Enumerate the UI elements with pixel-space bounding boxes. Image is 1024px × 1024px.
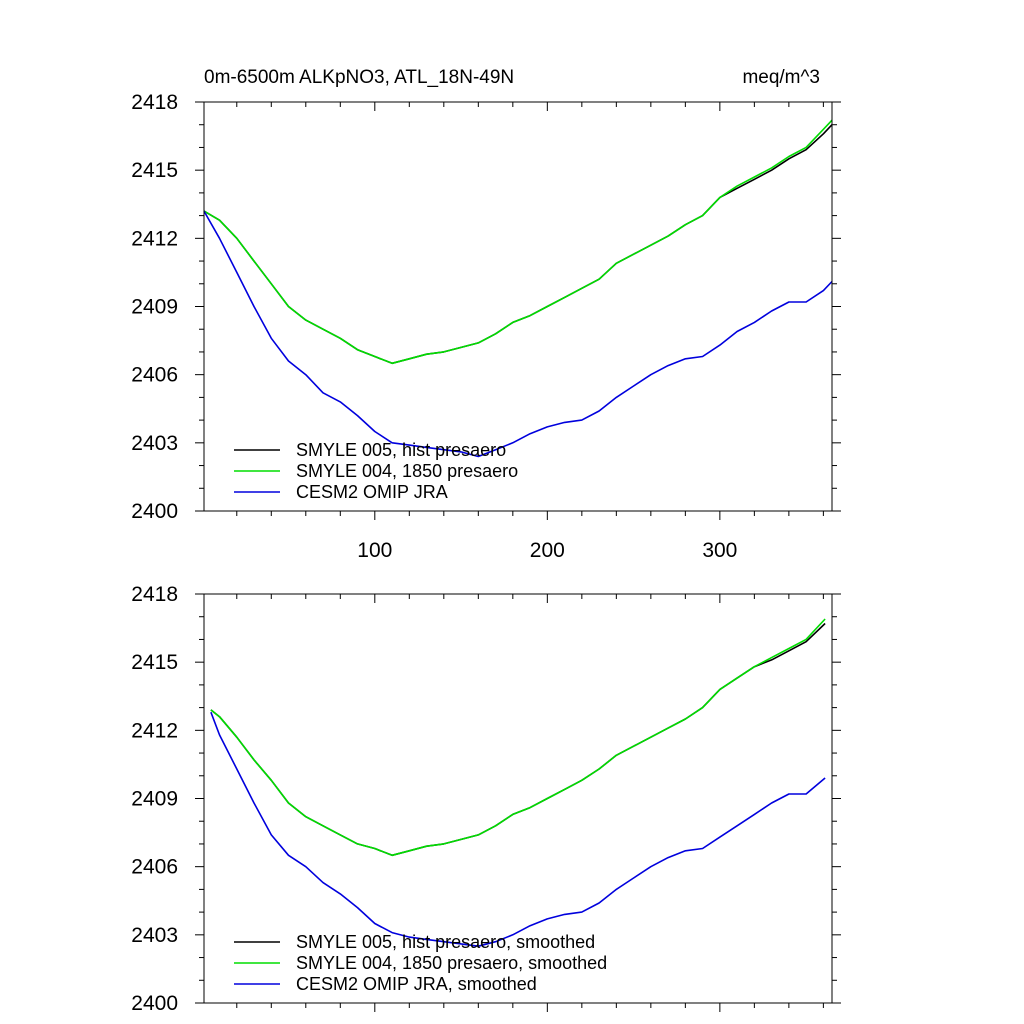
bottom-panel-ticks: 2400 2403 2406 2409 2412 2415 2418 xyxy=(131,583,841,1015)
series-line-2 xyxy=(210,711,826,948)
top-panel-units: meq/m^3 xyxy=(742,67,820,88)
series-line-1 xyxy=(210,618,826,857)
y-tick-label: 2409 xyxy=(131,788,178,811)
y-tick-label: 2415 xyxy=(131,159,178,182)
legend-label-0: SMYLE 005, hist presaero xyxy=(296,440,506,460)
y-tick-label: 2412 xyxy=(131,719,178,742)
top-panel-frame xyxy=(203,101,833,512)
y-tick-label: 2403 xyxy=(131,924,178,947)
legend-label-1: SMYLE 004, 1850 presaero, smoothed xyxy=(296,953,607,973)
series-line-2 xyxy=(203,210,833,458)
y-tick-label: 2400 xyxy=(131,500,178,523)
top-panel-ticks: 2400 2403 2406 2409 2412 2415 2418 100 200 300 xyxy=(131,91,841,562)
y-tick-label: 2403 xyxy=(131,432,178,455)
y-tick-label: 2412 xyxy=(131,227,178,250)
bottom-panel-series xyxy=(210,618,826,948)
y-tick-label: 2418 xyxy=(131,91,178,114)
legend-label-1: SMYLE 004, 1850 presaero xyxy=(296,461,518,481)
y-tick-label: 2409 xyxy=(131,296,178,319)
x-tick-label: 300 xyxy=(702,539,737,562)
y-tick-label: 2406 xyxy=(131,364,178,387)
y-tick-label: 2415 xyxy=(131,651,178,674)
x-tick-label: 100 xyxy=(357,539,392,562)
x-tick-label: 200 xyxy=(530,539,565,562)
bottom-panel: 2400 2403 2406 2409 2412 2415 2418 SMYLE 005, … xyxy=(131,583,841,1015)
legend-label-2: CESM2 OMIP JRA, smoothed xyxy=(296,974,537,994)
legend-label-2: CESM2 OMIP JRA xyxy=(296,482,448,502)
y-tick-label: 2406 xyxy=(131,856,178,879)
bottom-panel-legend: SMYLE 005, hist presaero, smoothedSMYLE … xyxy=(234,932,607,994)
legend-label-0: SMYLE 005, hist presaero, smoothed xyxy=(296,932,595,952)
top-panel-series xyxy=(203,119,833,458)
top-panel: 0m-6500m ALKpNO3, ATL_18N-49N meq/m^3 24… xyxy=(131,67,841,562)
series-line-1 xyxy=(203,119,833,365)
bottom-panel-frame xyxy=(203,593,833,1004)
top-panel-title: 0m-6500m ALKpNO3, ATL_18N-49N xyxy=(204,67,514,88)
y-tick-label: 2418 xyxy=(131,583,178,606)
y-tick-label: 2400 xyxy=(131,992,178,1015)
